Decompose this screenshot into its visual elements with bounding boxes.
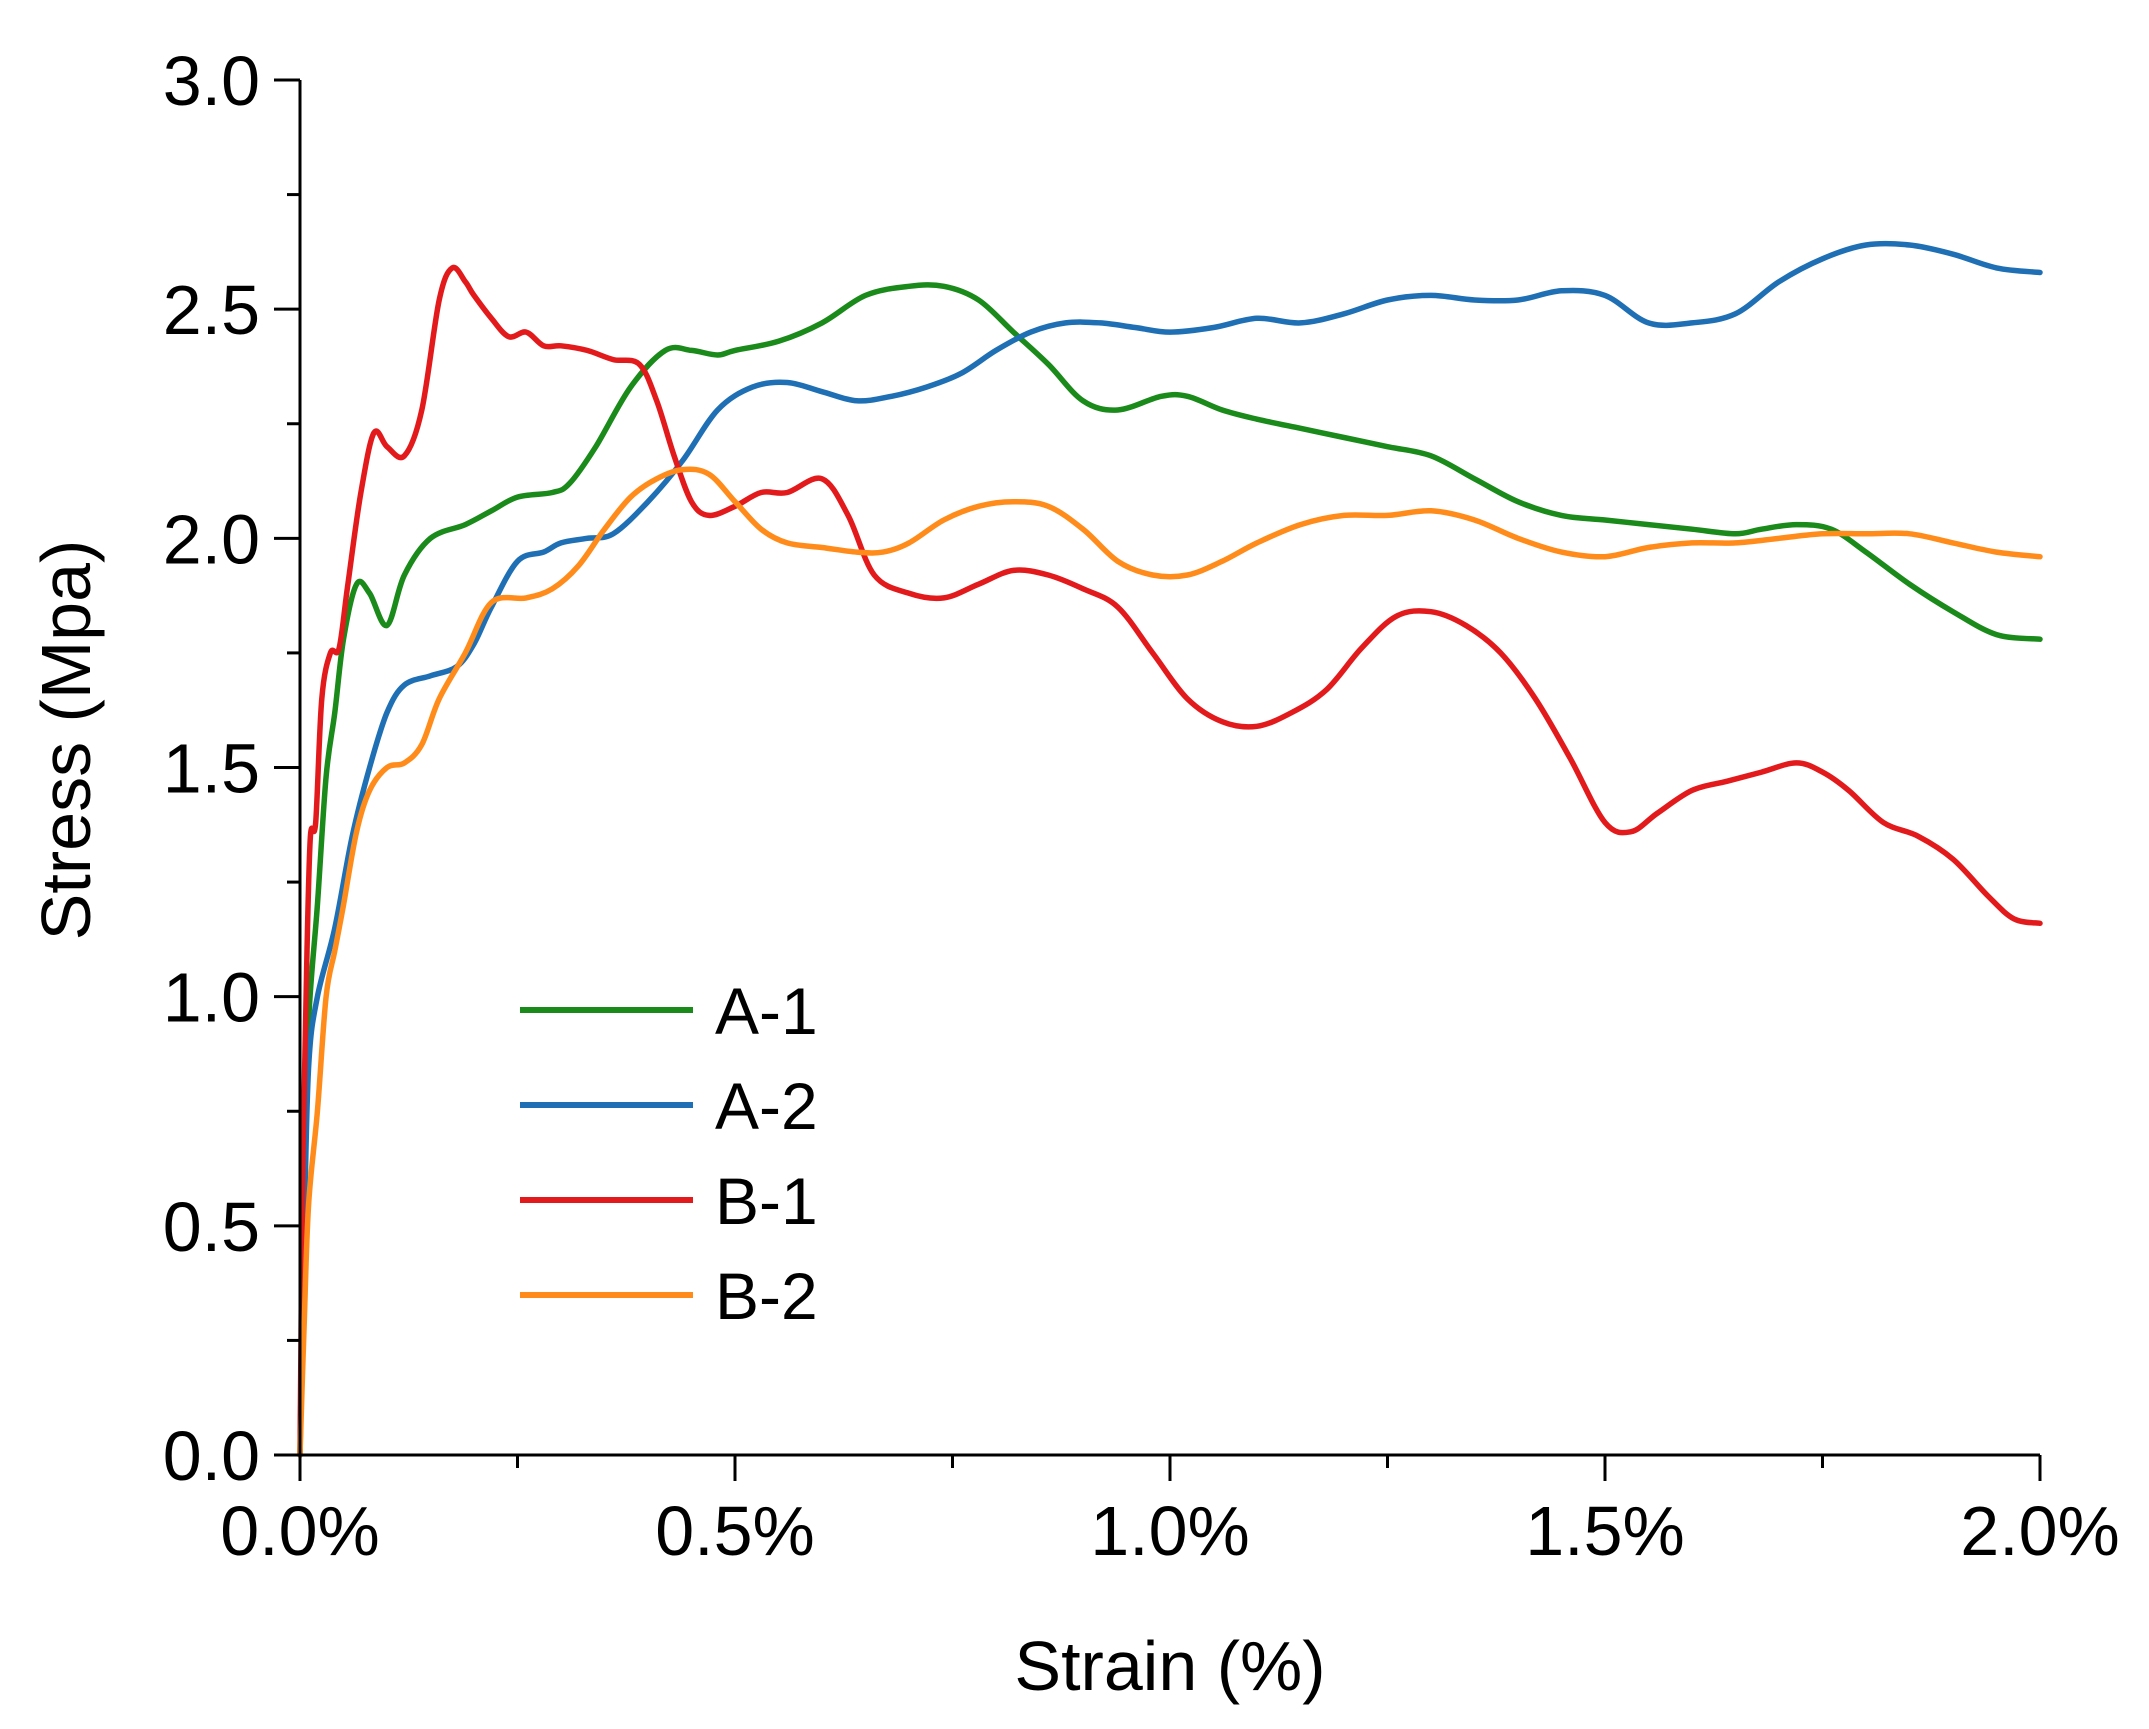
x-tick-label: 1.0% xyxy=(1090,1492,1250,1570)
legend-item: A-2 xyxy=(520,1069,818,1143)
legend-item: A-1 xyxy=(520,974,818,1048)
y-tick-label: 3.0 xyxy=(163,42,260,120)
legend-item: B-1 xyxy=(520,1164,818,1238)
series-line-a-1 xyxy=(297,282,2043,1458)
plot-lines xyxy=(297,240,2043,1458)
y-tick-label: 0.5 xyxy=(163,1188,260,1266)
legend-label: B-1 xyxy=(715,1164,818,1238)
series-line-b-2 xyxy=(297,466,2043,1458)
y-tick-label: 0.0 xyxy=(163,1417,260,1495)
x-tick-label: 0.0% xyxy=(220,1492,380,1570)
x-axis-title: Strain (%) xyxy=(1014,1627,1325,1705)
x-tick-label: 2.0% xyxy=(1960,1492,2120,1570)
x-ticks: 0.0% 0.5% 1.0% 1.5% 2.0% xyxy=(220,1455,2120,1570)
legend-label: B-2 xyxy=(715,1259,818,1333)
series-line-b-1 xyxy=(297,264,2043,1458)
x-tick-label: 1.5% xyxy=(1525,1492,1685,1570)
series-line-a-2 xyxy=(297,240,2043,1458)
y-ticks: 0.0 0.5 1.0 1.5 2.0 2.5 3.0 xyxy=(163,42,300,1495)
legend: A-1 A-2 B-1 B-2 xyxy=(520,974,818,1333)
legend-label: A-2 xyxy=(715,1069,818,1143)
axes: 0.0% 0.5% 1.0% 1.5% 2.0% 0.0 0.5 1.0 1.5 2.0 2.5 3… xyxy=(163,42,2120,1570)
y-axis-title: Stress (Mpa) xyxy=(27,540,105,941)
y-tick-label: 2.0 xyxy=(163,500,260,578)
y-tick-label: 2.5 xyxy=(163,271,260,349)
x-tick-label: 0.5% xyxy=(655,1492,815,1570)
y-tick-label: 1.0 xyxy=(163,959,260,1037)
legend-label: A-1 xyxy=(715,974,818,1048)
legend-item: B-2 xyxy=(520,1259,818,1333)
y-tick-label: 1.5 xyxy=(163,730,260,808)
